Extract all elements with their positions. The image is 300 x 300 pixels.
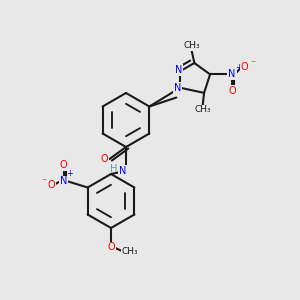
Text: N: N (60, 176, 67, 187)
Text: CH₃: CH₃ (122, 248, 138, 256)
Text: N: N (175, 65, 182, 75)
Text: N: N (174, 83, 182, 93)
Text: N: N (119, 166, 127, 176)
Text: ⁻: ⁻ (41, 177, 46, 187)
Text: O: O (228, 86, 236, 96)
Text: +: + (235, 63, 242, 72)
Text: ⁻: ⁻ (250, 59, 255, 70)
Text: +: + (66, 169, 73, 178)
Text: H: H (110, 164, 118, 175)
Text: CH₃: CH₃ (183, 41, 200, 50)
Text: O: O (48, 179, 56, 190)
Text: O: O (107, 242, 115, 253)
Text: O: O (100, 154, 108, 164)
Text: N: N (228, 69, 236, 80)
Text: O: O (60, 160, 68, 170)
Text: O: O (241, 62, 248, 72)
Text: CH₃: CH₃ (194, 105, 211, 114)
